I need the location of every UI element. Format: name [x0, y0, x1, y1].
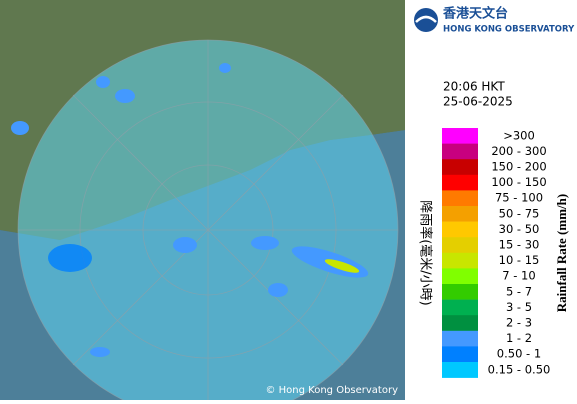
legend-title-en: Rainfall Rate (mm/h)	[554, 194, 569, 312]
logo: 香港天文台 HONG KONG OBSERVATORY	[414, 6, 575, 35]
legend-label: 200 - 300	[491, 144, 546, 158]
map: © Hong Kong Observatory	[0, 0, 405, 400]
legend-label: 3 - 5	[506, 300, 532, 314]
legend-title-zh: 降雨率(毫米/小時)	[418, 200, 434, 306]
legend-swatch	[442, 299, 478, 316]
legend-swatch	[442, 252, 478, 269]
legend-swatch	[442, 237, 478, 254]
legend-label: 1 - 2	[506, 331, 532, 345]
legend-swatch	[442, 330, 478, 347]
time: 20:06 HKT	[443, 80, 505, 94]
org-en: HONG KONG OBSERVATORY	[443, 25, 575, 35]
legend-swatch	[442, 284, 478, 300]
legend-label: 100 - 150	[491, 175, 546, 189]
legend-label: 30 - 50	[499, 222, 540, 236]
legend-label: 5 - 7	[506, 284, 532, 298]
legend-label: 10 - 15	[499, 253, 540, 267]
legend-label: 0.50 - 1	[497, 347, 541, 361]
legend-swatch	[442, 362, 478, 378]
legend-label: 2 - 3	[506, 316, 532, 330]
legend-label: 50 - 75	[499, 206, 540, 220]
legend-label: 0.15 - 0.50	[488, 362, 551, 376]
legend-swatch	[442, 346, 478, 363]
legend-label: 75 - 100	[495, 191, 543, 205]
legend-label: >300	[503, 128, 535, 142]
legend-label: 15 - 30	[499, 238, 540, 252]
legend-swatch	[442, 174, 478, 191]
legend-swatch	[442, 190, 478, 207]
date: 25-06-2025	[443, 95, 513, 109]
rain-echoes	[11, 63, 369, 357]
legend-swatch	[442, 159, 478, 176]
legend-label: 7 - 10	[502, 269, 535, 283]
legend-swatch	[442, 268, 478, 285]
legend-swatch	[442, 315, 478, 332]
org-zh: 香港天文台	[442, 6, 508, 22]
legend-swatch	[442, 206, 478, 222]
copyright: © Hong Kong Observatory	[265, 385, 398, 396]
legend-label: 150 - 200	[491, 160, 546, 174]
legend-swatch	[442, 128, 478, 144]
legend-swatch	[442, 221, 478, 238]
legend-swatch	[442, 143, 478, 160]
